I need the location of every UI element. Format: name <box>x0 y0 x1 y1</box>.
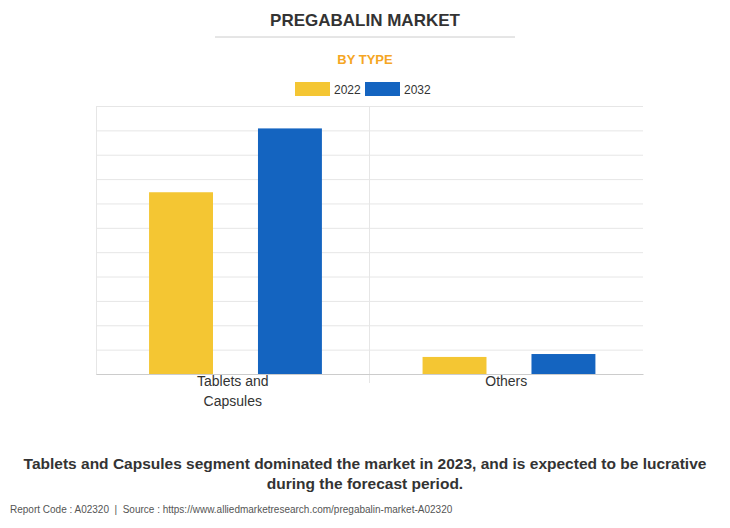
x-axis-line <box>97 374 644 375</box>
title: PREGABALIN MARKET <box>270 11 460 30</box>
y-tick <box>96 374 643 375</box>
grid-line <box>96 374 643 375</box>
legend-item: 2022 <box>295 82 361 97</box>
legend-label: 2032 <box>404 83 431 97</box>
x-axis: Tablets and Capsules Others <box>97 373 644 409</box>
text-line: Capsules <box>204 393 262 409</box>
x-tick-label: Others <box>485 373 527 389</box>
category-divider <box>369 106 370 383</box>
legend-swatch <box>295 82 330 96</box>
footer: Report Code : A02320 | Source : https://… <box>10 504 453 515</box>
subtitle: BY TYPE <box>337 52 393 67</box>
bar <box>423 357 487 374</box>
bar <box>258 128 322 374</box>
bar <box>531 354 595 374</box>
text-line: Tablets and <box>197 373 269 389</box>
x-tick: Tablets and Capsules <box>197 373 269 409</box>
legend-swatch <box>365 82 400 96</box>
bar <box>149 192 213 374</box>
text-line: during the forecast period. <box>267 475 463 492</box>
x-tick: Others <box>485 373 527 389</box>
chart: PREGABALIN MARKET BY TYPE 2022 2032 Tablets … <box>0 0 730 528</box>
text-line: Tablets and Capsules segment dominated t… <box>24 455 707 472</box>
title-rule <box>215 37 515 38</box>
legend-item: 2032 <box>365 82 431 97</box>
caption: Tablets and Capsules segment dominated t… <box>24 455 707 492</box>
text-line: Others <box>485 373 527 389</box>
x-tick-label: Tablets and Capsules <box>197 373 269 409</box>
legend: 2022 2032 <box>295 82 431 97</box>
legend-label: 2022 <box>334 83 361 97</box>
bars <box>149 128 595 374</box>
